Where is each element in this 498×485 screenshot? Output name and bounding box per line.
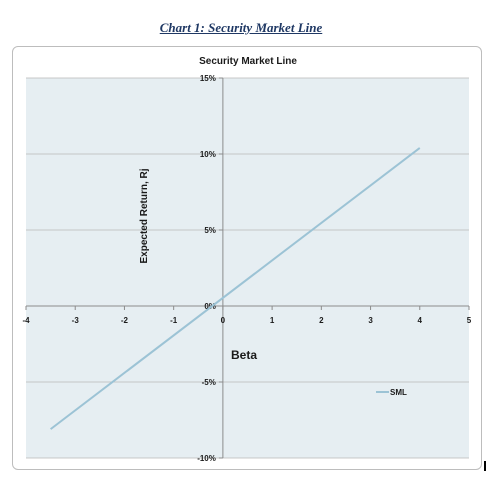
chart-caption: Chart 1: Security Market Line xyxy=(159,20,323,35)
x-tick-label: -4 xyxy=(22,316,30,325)
legend-label-sml: SML xyxy=(390,388,407,397)
legend: SML xyxy=(376,388,407,397)
x-tick-label: 1 xyxy=(270,316,275,325)
y-tick-label: 5% xyxy=(204,226,216,235)
y-tick-label: -5% xyxy=(202,378,216,387)
gridlines xyxy=(26,77,469,459)
x-tick-label: -3 xyxy=(72,316,80,325)
x-tick-label: -1 xyxy=(170,316,178,325)
x-tick-label: 3 xyxy=(368,316,373,325)
x-tick-label: 4 xyxy=(418,316,423,325)
series-group xyxy=(50,147,421,430)
y-axis-label: Expected Return, Rj xyxy=(139,168,150,263)
y-tick-label: 10% xyxy=(200,150,216,159)
chart-title: Security Market Line xyxy=(199,56,297,67)
x-axis-label: Beta xyxy=(231,348,257,362)
plot-area xyxy=(26,78,469,458)
series-line-sml xyxy=(50,147,421,430)
y-tick-label: -10% xyxy=(197,454,216,463)
x-tick-label: 5 xyxy=(467,316,472,325)
x-tick-label: 0 xyxy=(221,316,226,325)
text-cursor xyxy=(484,461,486,471)
y-tick-label: 15% xyxy=(200,74,216,83)
x-tick-label: 2 xyxy=(319,316,324,325)
x-tick-label: -2 xyxy=(121,316,129,325)
axes xyxy=(25,77,470,459)
